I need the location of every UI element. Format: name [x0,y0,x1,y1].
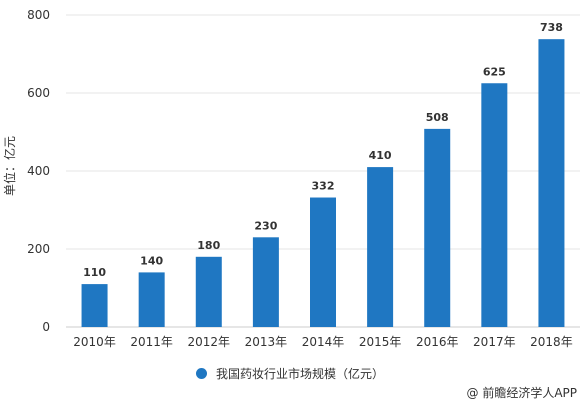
data-label: 410 [369,149,392,162]
legend: 我国药妆行业市场规模（亿元） [196,365,384,382]
x-tick-label: 2011年 [130,335,173,349]
y-tick-label: 400 [27,164,50,178]
legend-swatch [196,368,207,379]
y-tick-label: 200 [27,242,50,256]
x-tick-label: 2010年 [73,335,116,349]
x-tick-label: 2015年 [359,335,402,349]
x-tick-labels: 2010年 2011年 2012年 2013年 2014年 2015年 2016年 2017年… [73,335,572,349]
data-label: 738 [540,21,563,34]
bar [138,272,165,327]
y-tick-labels: 0 200 400 600 800 [27,8,50,334]
bar [81,284,108,327]
x-tick-label: 2012年 [188,335,231,349]
bar [367,167,394,327]
data-label: 230 [254,219,277,232]
data-label: 180 [197,239,220,252]
x-tick-label: 2013年 [245,335,288,349]
data-label: 110 [83,266,106,279]
bar [481,83,508,327]
bar [424,128,451,327]
bar [195,256,222,327]
data-labels: 110 140 180 230 332 410 508 625 738 [83,21,563,279]
y-tick-label: 600 [27,86,50,100]
y-axis-label: 单位：亿元 [2,136,17,196]
y-tick-label: 800 [27,8,50,22]
source-credit: @ 前瞻经济学人APP [466,386,578,400]
data-label: 625 [483,65,506,78]
bar [252,237,279,327]
y-tick-label: 0 [42,320,50,334]
bars [81,39,565,328]
data-label: 508 [426,111,449,124]
x-tick-label: 2017年 [473,335,516,349]
bar [538,39,565,328]
legend-label: 我国药妆行业市场规模（亿元） [216,367,385,381]
x-tick-label: 2018年 [530,335,573,349]
bar [310,197,336,327]
x-tick-label: 2016年 [416,335,459,349]
data-label: 140 [140,254,163,267]
x-tick-label: 2014年 [302,335,345,349]
data-label: 332 [312,180,335,193]
